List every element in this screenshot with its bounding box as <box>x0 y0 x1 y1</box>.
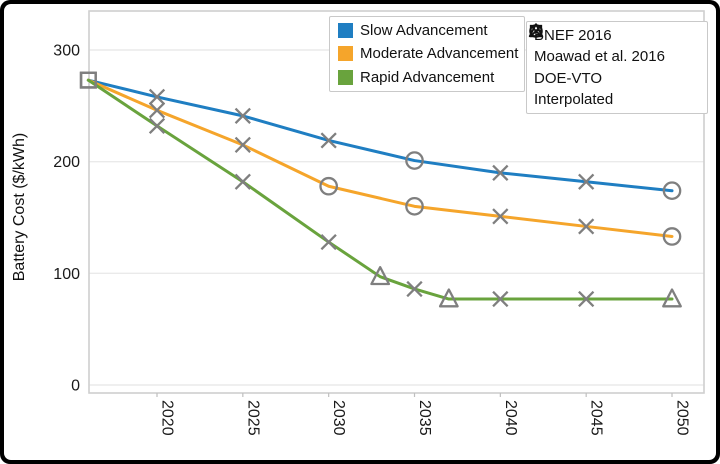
legend-item-rapid-advancement: Rapid Advancement <box>338 68 516 87</box>
circle-marker-icon <box>319 176 338 196</box>
legend-color-patch <box>338 23 353 39</box>
scenario-legend: Slow Advancement Moderate Advancement Rapi… <box>329 16 525 92</box>
circle-marker-icon <box>405 151 424 170</box>
legend-item-label: BNEF 2016 <box>534 27 612 45</box>
x-marker-icon <box>578 173 595 190</box>
x-marker-icon <box>148 102 166 119</box>
marker-legend: BNEF 2016 Moawad et al. 2016 DOE-VTO Interp… <box>526 21 708 114</box>
x-marker-icon <box>492 208 509 225</box>
legend-item-moderate-advancement: Moderate Advancement <box>338 44 519 63</box>
x-marker-icon <box>492 164 509 181</box>
legend-color-patch <box>338 69 353 85</box>
triangle-marker-icon <box>370 266 391 286</box>
x-marker-icon <box>148 88 166 106</box>
x-tick-label: 2045 <box>588 400 605 436</box>
legend-item-label: Rapid Advancement <box>360 68 495 86</box>
x-tick-label: 2030 <box>330 400 347 436</box>
legend-item-slow-advancement: Slow Advancement <box>338 21 516 40</box>
y-axis-label: Battery Cost ($/kWh) <box>11 132 28 282</box>
battery-cost-chart: 0 100 200 300 2020 2025 2030 2035 2040 2045 2050 <box>53 10 705 436</box>
legend-item-label: Interpolated <box>534 90 614 108</box>
x-tick-label: 2040 <box>502 400 519 436</box>
legend-color-patch <box>338 46 353 62</box>
x-marker-icon <box>148 117 166 135</box>
x-marker-icon <box>578 218 595 235</box>
x-marker-icon <box>406 280 423 298</box>
y-tick-label: 100 <box>53 266 80 283</box>
triangle-marker-icon <box>438 288 459 308</box>
x-marker-icon <box>320 132 337 149</box>
y-tick-label: 200 <box>53 154 80 171</box>
legend-item-label: Moawad et al. 2016 <box>534 48 665 66</box>
legend-item-label: Slow Advancement <box>360 22 488 40</box>
legend-item-label: Moderate Advancement <box>360 45 519 63</box>
legend-item-bnef-2016: BNEF 2016 <box>529 24 700 45</box>
x-marker-icon <box>578 290 595 308</box>
plot-border <box>88 10 705 394</box>
series-line-rapid-advancement <box>86 78 674 301</box>
legend-item-doe-vto: DOE-VTO <box>528 23 700 88</box>
y-tick-label: 300 <box>53 42 80 59</box>
triangle-marker-icon <box>528 23 544 38</box>
x-marker-icon <box>530 25 542 37</box>
square-marker-icon <box>79 71 97 89</box>
y-tick-label: 0 <box>71 378 80 395</box>
x-tick-label: 2035 <box>416 400 433 436</box>
series-line-moderate-advancement <box>86 78 674 238</box>
x-tick-label: 2050 <box>674 400 691 436</box>
triangle-marker-icon <box>662 288 682 308</box>
triangle-marker-icon <box>528 23 544 38</box>
circle-marker-icon <box>405 197 424 216</box>
x-marker-icon <box>492 290 509 308</box>
legend-item-label: DOE-VTO <box>534 69 603 87</box>
x-marker-icon <box>530 25 542 37</box>
circle-marker-icon <box>662 227 682 246</box>
x-marker-icon <box>320 233 337 251</box>
chart-canvas: 0 100 200 300 2020 2025 2030 2035 2040 2045 2050 B… <box>4 4 716 460</box>
legend-item-moawad-et-al-2016: Moawad et al. 2016 <box>529 24 700 66</box>
x-tick-label: 2020 <box>159 400 176 436</box>
x-marker-icon <box>234 173 251 190</box>
x-tick-label: 2025 <box>244 400 261 436</box>
x-marker-icon <box>234 136 251 154</box>
circle-marker-icon <box>662 181 682 201</box>
series-line-slow-advancement <box>86 78 674 193</box>
x-marker-icon <box>234 107 251 124</box>
legend-item-interpolated: Interpolated <box>530 25 700 109</box>
